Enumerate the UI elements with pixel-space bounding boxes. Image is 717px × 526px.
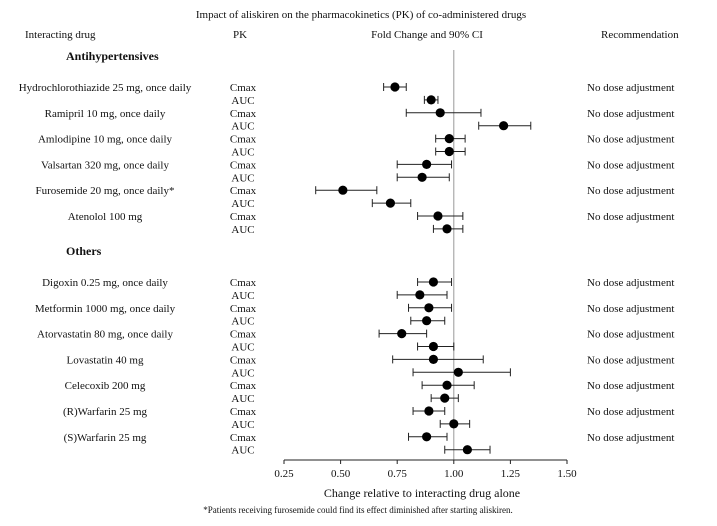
- pk-label: Cmax: [230, 277, 257, 289]
- pk-label: AUC: [231, 290, 254, 302]
- point-estimate: [385, 198, 396, 208]
- header-recommendation: Recommendation: [601, 29, 679, 41]
- pk-label: AUC: [231, 95, 254, 107]
- pk-label: Cmax: [230, 380, 257, 392]
- pk-label: AUC: [231, 224, 254, 236]
- drug-label: Furosemide 20 mg, once daily*: [35, 185, 174, 197]
- drug-label: Hydrochlorothiazide 25 mg, once daily: [19, 82, 192, 94]
- recommendation-label: No dose adjustment: [587, 277, 674, 289]
- drug-label: Lovastatin 40 mg: [67, 354, 144, 366]
- recommendation-label: No dose adjustment: [587, 406, 674, 418]
- pk-label: AUC: [231, 172, 254, 184]
- drug-label: Valsartan 320 mg, once daily: [41, 159, 169, 171]
- recommendation-label: No dose adjustment: [587, 354, 674, 366]
- recommendation-label: No dose adjustment: [587, 82, 674, 94]
- pk-label: AUC: [231, 393, 254, 405]
- point-estimate: [444, 134, 454, 144]
- pk-label: Cmax: [230, 406, 257, 418]
- point-estimate: [422, 432, 432, 442]
- point-estimate: [390, 82, 400, 92]
- header-fold-change: Fold Change and 90% CI: [371, 29, 483, 41]
- x-axis-label: Change relative to interacting drug alon…: [324, 486, 520, 500]
- drug-label: Amlodipine 10 mg, once daily: [38, 134, 173, 146]
- recommendation-label: No dose adjustment: [587, 108, 674, 120]
- recommendation-label: No dose adjustment: [587, 159, 674, 171]
- pk-label: Cmax: [230, 185, 257, 197]
- drug-label: Ramipril 10 mg, once daily: [45, 108, 166, 120]
- pk-label: Cmax: [230, 159, 257, 171]
- pk-label: AUC: [231, 121, 254, 133]
- drug-label: Celecoxib 200 mg: [65, 380, 146, 392]
- drug-label: Digoxin 0.25 mg, once daily: [42, 277, 168, 289]
- header-pk: PK: [233, 29, 247, 41]
- pk-label: AUC: [231, 342, 254, 354]
- point-estimate: [417, 172, 427, 182]
- pk-label: Cmax: [230, 108, 257, 120]
- pk-label: Cmax: [230, 134, 257, 146]
- footnote: *Patients receiving furosemide could fin…: [203, 505, 513, 515]
- pk-label: Cmax: [230, 432, 257, 444]
- recommendation-label: No dose adjustment: [587, 380, 674, 392]
- x-tick-label: 0.25: [274, 468, 294, 480]
- x-tick-label: 0.75: [388, 468, 408, 480]
- recommendation-label: No dose adjustment: [587, 185, 674, 197]
- point-estimate: [442, 380, 452, 390]
- point-estimate: [428, 354, 439, 364]
- point-estimate: [453, 367, 463, 377]
- x-tick-label: 1.25: [501, 468, 521, 480]
- x-tick-label: 1.50: [557, 468, 577, 480]
- pk-label: Cmax: [230, 211, 257, 223]
- point-estimate: [428, 341, 439, 352]
- pk-label: Cmax: [230, 82, 257, 94]
- point-estimate: [462, 445, 472, 455]
- point-estimate: [424, 303, 434, 313]
- point-estimate: [422, 316, 432, 326]
- drug-label: Atenolol 100 mg: [68, 211, 143, 223]
- group-heading: Antihypertensives: [66, 49, 159, 63]
- point-estimate: [449, 419, 459, 429]
- pk-label: AUC: [231, 367, 254, 379]
- point-estimate: [433, 211, 443, 221]
- drug-label: Metformin 1000 mg, once daily: [35, 303, 176, 315]
- x-tick-label: 0.50: [331, 468, 351, 480]
- pk-label: AUC: [231, 445, 254, 457]
- pk-label: AUC: [231, 316, 254, 328]
- recommendation-label: No dose adjustment: [587, 134, 674, 146]
- point-estimate: [444, 146, 454, 157]
- point-estimate: [397, 329, 407, 339]
- drug-label: (S)Warfarin 25 mg: [64, 432, 147, 444]
- pk-label: Cmax: [230, 354, 257, 366]
- pk-label: Cmax: [230, 329, 257, 341]
- point-estimate: [338, 185, 348, 195]
- point-estimate: [435, 108, 445, 118]
- group-heading: Others: [66, 244, 102, 258]
- recommendation-label: No dose adjustment: [587, 329, 674, 341]
- point-estimate: [424, 406, 434, 416]
- x-tick-label: 1.00: [444, 468, 464, 480]
- recommendation-label: No dose adjustment: [587, 432, 674, 444]
- pk-label: Cmax: [230, 303, 257, 315]
- recommendation-label: No dose adjustment: [587, 211, 674, 223]
- pk-label: AUC: [231, 198, 254, 210]
- drug-label: Atorvastatin 80 mg, once daily: [37, 329, 173, 341]
- pk-label: AUC: [231, 419, 254, 431]
- pk-label: AUC: [231, 147, 254, 159]
- chart-title: Impact of aliskiren on the pharmacokinet…: [196, 9, 526, 21]
- point-estimate: [442, 224, 452, 234]
- point-estimate: [440, 393, 450, 403]
- point-estimate: [422, 159, 432, 169]
- drug-label: (R)Warfarin 25 mg: [63, 406, 148, 418]
- point-estimate: [415, 290, 425, 300]
- point-estimate: [426, 95, 436, 105]
- point-estimate: [499, 121, 509, 131]
- header-interacting-drug: Interacting drug: [25, 29, 96, 41]
- recommendation-label: No dose adjustment: [587, 303, 674, 315]
- point-estimate: [428, 277, 439, 287]
